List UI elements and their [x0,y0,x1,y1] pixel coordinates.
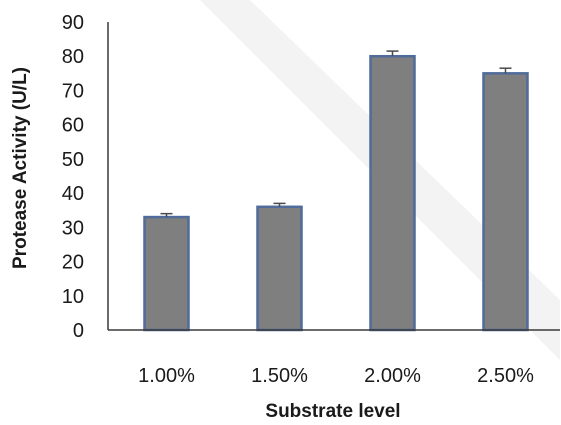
y-tick-label: 70 [62,80,84,102]
y-tick-label: 0 [73,320,84,342]
bar [369,54,416,332]
x-axis-title: Substrate level [265,401,400,422]
y-tick-label: 90 [62,12,84,34]
error-bars [160,50,512,218]
error-bar [160,212,173,218]
bar [482,72,529,332]
y-tick-label: 30 [62,217,84,239]
y-tick-label: 10 [62,286,84,308]
y-axis-ticks: 0 10 20 30 40 50 60 70 80 90 [62,12,84,342]
x-tick-label: 1.00% [138,365,195,387]
y-tick-label: 50 [62,149,84,171]
y-tick-label: 60 [62,115,84,137]
bar [256,205,303,332]
y-tick-label: 20 [62,252,84,274]
y-tick-label: 80 [62,46,84,68]
error-bar [499,67,512,74]
x-axis-ticks: 1.00% 1.50% 2.00% 2.50% [138,365,534,387]
y-tick-label: 40 [62,183,84,205]
x-tick-label: 1.50% [251,365,308,387]
error-bar [273,202,286,207]
y-axis-title: Protease Activity (U/L) [10,67,31,269]
x-tick-label: 2.00% [364,365,421,387]
error-bar [386,50,399,57]
x-tick-label: 2.50% [477,365,534,387]
bar [143,215,190,332]
